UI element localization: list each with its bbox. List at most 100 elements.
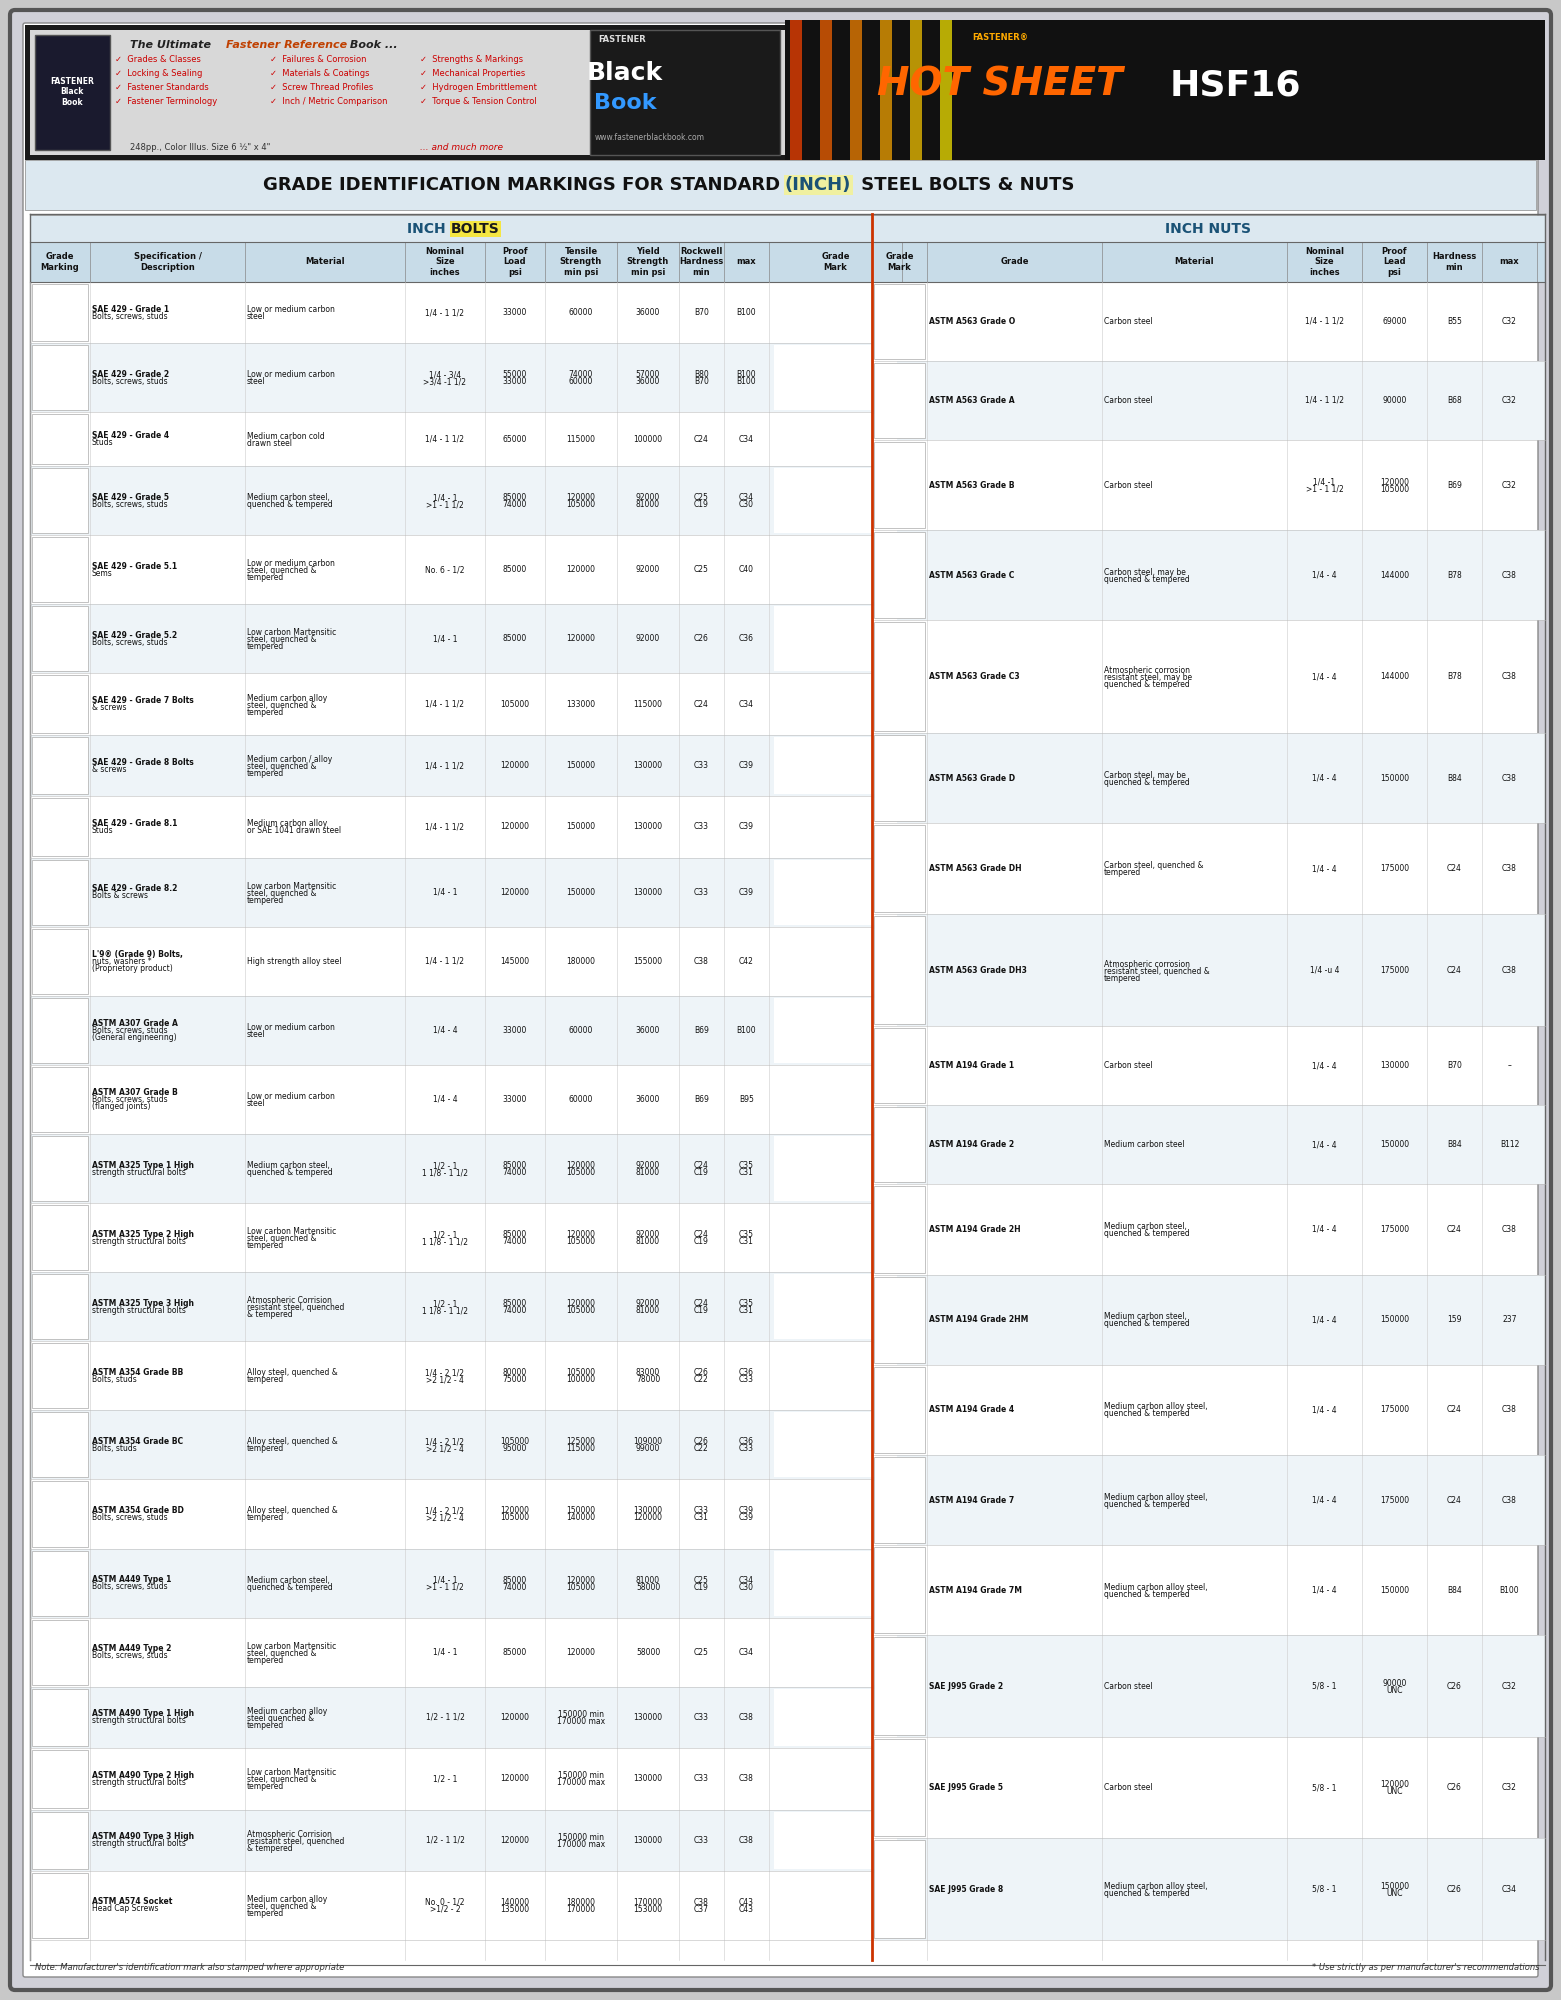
Text: C39: C39 [738,822,754,832]
Text: L'9® (Grade 9) Bolts,: L'9® (Grade 9) Bolts, [92,950,183,958]
Text: ASTM A574 Socket: ASTM A574 Socket [92,1898,172,1906]
Text: Medium carbon cold: Medium carbon cold [247,432,325,440]
Text: * Use strictly as per manufacturer's recommendations: * Use strictly as per manufacturer's rec… [1313,1964,1541,1972]
Text: 81000: 81000 [635,1168,660,1178]
Text: 92000: 92000 [635,1230,660,1240]
Text: C33: C33 [738,1444,754,1454]
Text: 74000: 74000 [503,1306,528,1316]
Text: (Proprietory product): (Proprietory product) [92,964,173,972]
Text: 175000: 175000 [1380,1224,1410,1234]
Text: 105000: 105000 [501,700,529,708]
Text: Alloy steel, quenched &: Alloy steel, quenched & [247,1506,337,1516]
Text: ASTM A354 Grade BC: ASTM A354 Grade BC [92,1436,183,1446]
Text: 1/4 - 1 1/2: 1/4 - 1 1/2 [426,956,465,966]
Text: tempered: tempered [247,896,284,904]
Text: C31: C31 [738,1306,754,1316]
Bar [30,466,873,536]
Text: www.fastenerblackbook.com: www.fastenerblackbook.com [595,134,706,142]
Text: 74000: 74000 [503,1582,528,1592]
Text: C30: C30 [738,500,754,510]
Text: >2 1/2 - 4: >2 1/2 - 4 [426,1514,464,1522]
Text: ✓  Materials & Coatings: ✓ Materials & Coatings [270,70,370,78]
Text: steel, quenched &: steel, quenched & [247,636,317,644]
Text: Medium carbon alloy steel,: Medium carbon alloy steel, [1104,1492,1208,1502]
Text: B55: B55 [1447,316,1463,326]
Text: 92000: 92000 [635,1162,660,1170]
Text: SAE 429 - Grade 4: SAE 429 - Grade 4 [92,432,169,440]
Text: SAE 429 - Grade 8.2: SAE 429 - Grade 8.2 [92,884,178,894]
Text: (INCH): (INCH) [785,176,851,194]
Text: tempered: tempered [247,1242,284,1250]
Text: 1/2 - 1: 1/2 - 1 [432,1774,457,1784]
Text: Medium carbon / alloy: Medium carbon / alloy [247,756,332,764]
Text: C34: C34 [738,494,754,502]
Text: 1/4 - 2 1/2: 1/4 - 2 1/2 [426,1368,465,1378]
Text: 80000: 80000 [503,1368,528,1378]
Bar [910,20,923,160]
Text: ASTM A194 Grade 4: ASTM A194 Grade 4 [929,1406,1015,1414]
Text: 75000: 75000 [503,1376,528,1384]
Text: 85000: 85000 [503,1162,528,1170]
Text: C42: C42 [738,956,754,966]
Text: 175000: 175000 [1380,966,1410,974]
Text: SAE J995 Grade 5: SAE J995 Grade 5 [929,1784,1004,1792]
Text: 1/4 - 4: 1/4 - 4 [1313,1406,1336,1414]
Text: quenched & tempered: quenched & tempered [247,1582,332,1592]
Text: C22: C22 [695,1376,709,1384]
Text: 81000: 81000 [635,1306,660,1316]
Bar [31,736,87,794]
Bar [31,860,87,924]
Text: 105000: 105000 [1380,484,1410,494]
Text: 120000: 120000 [501,888,529,896]
Text: 180000: 180000 [567,956,595,966]
Text: FASTENER
Black
Book: FASTENER Black Book [50,78,94,106]
Text: Bolts, screws, studs: Bolts, screws, studs [92,638,167,646]
Text: B100: B100 [737,370,757,380]
Bar [774,1136,898,1202]
Text: Medium carbon steel,: Medium carbon steel, [247,494,329,502]
Text: 1/2 - 1: 1/2 - 1 [432,1230,457,1240]
Text: 100000: 100000 [567,1376,596,1384]
Text: ASTM A307 Grade A: ASTM A307 Grade A [92,1018,178,1028]
Bar [880,20,891,160]
Bar [774,1872,898,1938]
Bar [873,1274,1545,1364]
Text: ✓  Fastener Terminology: ✓ Fastener Terminology [116,98,217,106]
Bar [774,860,898,924]
Bar [874,826,926,912]
Bar [874,284,926,358]
Text: B84: B84 [1447,1140,1461,1150]
Text: C34: C34 [738,434,754,444]
Bar [31,798,87,856]
Bar [774,414,898,464]
Text: 1/4 -u 4: 1/4 -u 4 [1310,966,1339,974]
Text: 1 1/8 - 1 1/2: 1 1/8 - 1 1/2 [421,1168,468,1178]
Text: SAE 429 - Grade 5.2: SAE 429 - Grade 5.2 [92,630,176,640]
Bar [30,214,873,242]
Text: C38: C38 [695,1898,709,1906]
Text: 150000 min: 150000 min [557,1710,604,1718]
Bar [30,1810,873,1870]
Text: 1/4 - 1 1/2: 1/4 - 1 1/2 [1305,316,1344,326]
Text: 150000: 150000 [1380,1882,1410,1890]
Text: steel, quenched &: steel, quenched & [247,700,317,710]
Bar [774,468,898,534]
Bar [851,20,862,160]
Text: 150000: 150000 [567,888,596,896]
Text: C24: C24 [1447,966,1463,974]
Text: SAE 429 - Grade 8.1: SAE 429 - Grade 8.1 [92,818,178,828]
Text: strength structural bolts: strength structural bolts [92,1306,186,1314]
Text: C19: C19 [695,1238,709,1246]
Text: ASTM A194 Grade 2HM: ASTM A194 Grade 2HM [929,1316,1029,1324]
Text: 1/4 - 1: 1/4 - 1 [432,494,457,502]
Text: 175000: 175000 [1380,1496,1410,1504]
Bar [774,1344,898,1408]
Text: C38: C38 [1502,570,1517,580]
Text: 133000: 133000 [567,700,596,708]
Text: C36: C36 [738,1368,754,1378]
Bar [30,858,873,926]
Text: C38: C38 [738,1836,754,1844]
Text: Carbon steel, may be: Carbon steel, may be [1104,568,1186,576]
Text: C31: C31 [738,1238,754,1246]
Text: 85000: 85000 [503,1300,528,1308]
